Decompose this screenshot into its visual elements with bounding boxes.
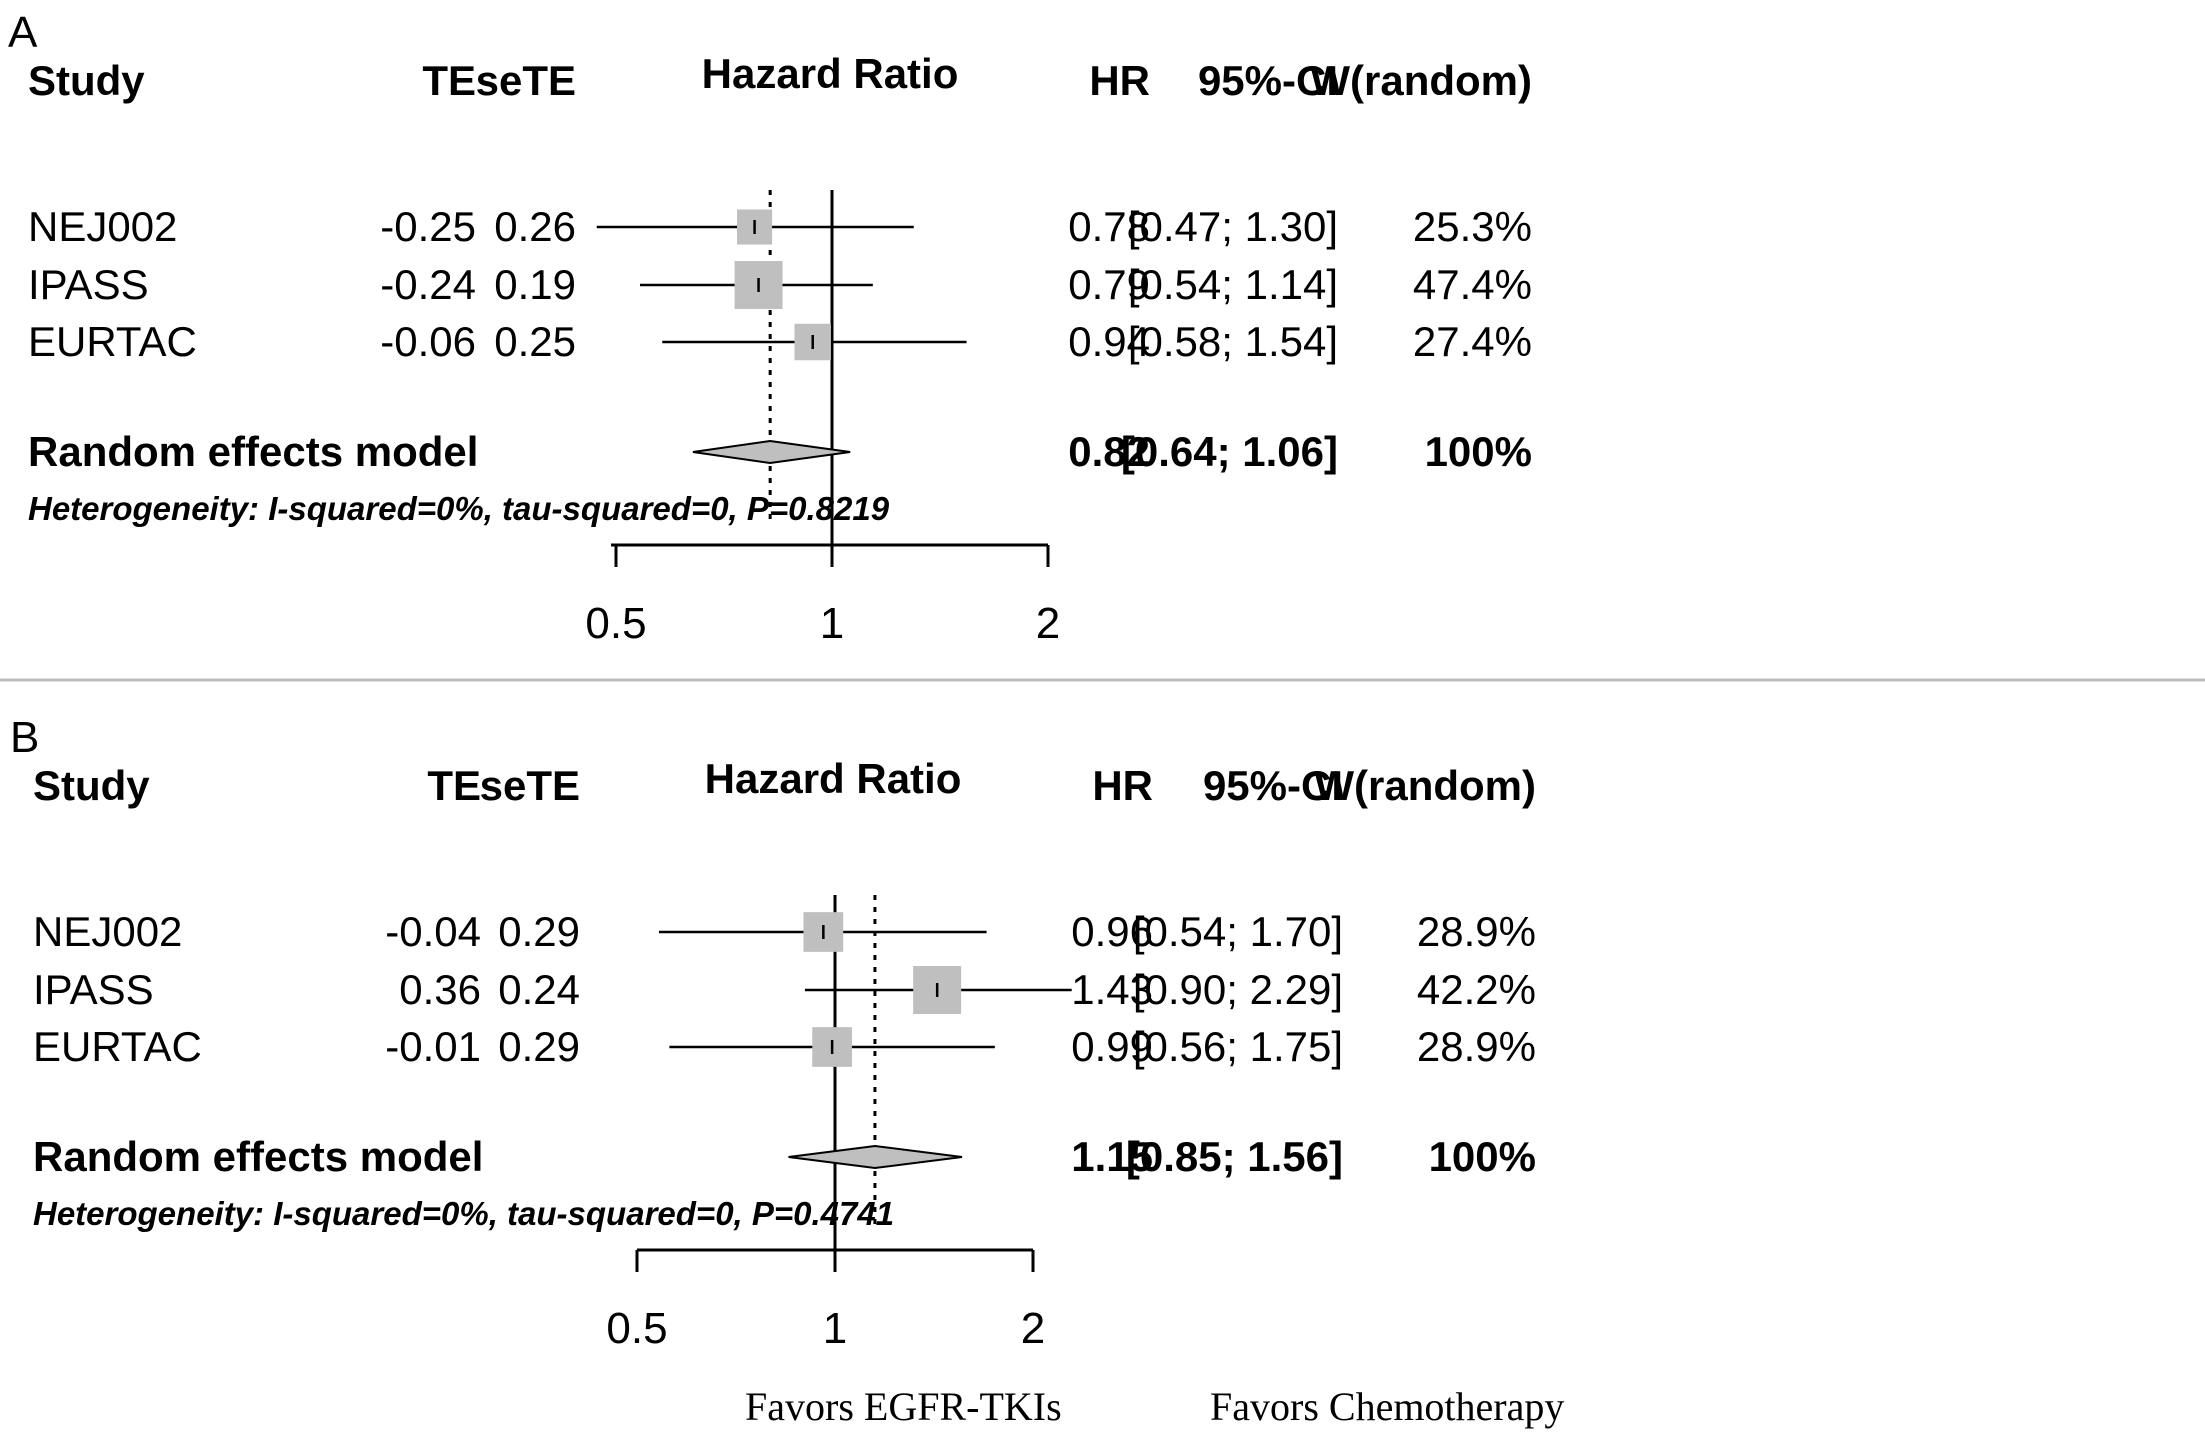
caption-favors-egfr-tkis: Favors EGFR-TKIs — [745, 1384, 1062, 1429]
x-tick-label: 0.5 — [606, 1304, 667, 1353]
study-hr: 0.94 — [1068, 318, 1150, 365]
study-sete: 0.19 — [494, 261, 576, 308]
summary-name: Random effects model — [33, 1133, 483, 1180]
header-study: Study — [33, 762, 150, 809]
x-tick-label: 2 — [1036, 599, 1060, 648]
summary-diamond — [788, 1144, 963, 1170]
study-name: EURTAC — [33, 1023, 202, 1070]
study-weight: 42.2% — [1417, 966, 1536, 1013]
x-tick-label: 1 — [820, 599, 844, 648]
study-te: 0.36 — [399, 966, 481, 1013]
study-te: -0.04 — [385, 908, 481, 955]
panel-label: B — [10, 713, 39, 762]
study-weight: 28.9% — [1417, 908, 1536, 955]
chart-title: Hazard Ratio — [702, 50, 959, 97]
study-name: IPASS — [28, 261, 149, 308]
study-sete: 0.26 — [494, 203, 576, 250]
study-ci: [0.90; 2.29] — [1133, 966, 1343, 1013]
heterogeneity-text: Heterogeneity: I-squared=0%, tau-squared… — [28, 490, 890, 527]
header-hr: HR — [1089, 57, 1150, 104]
study-hr: 0.99 — [1071, 1023, 1153, 1070]
heterogeneity-text: Heterogeneity: I-squared=0%, tau-squared… — [33, 1195, 894, 1232]
header-weight: W(random) — [1314, 762, 1536, 809]
study-weight: 25.3% — [1413, 203, 1532, 250]
study-hr: 1.43 — [1071, 966, 1153, 1013]
x-tick-label: 2 — [1021, 1304, 1045, 1353]
x-tick-label: 0.5 — [585, 599, 646, 648]
summary-hr: 1.15 — [1071, 1133, 1153, 1180]
study-weight: 27.4% — [1413, 318, 1532, 365]
study-ci: [0.56; 1.75] — [1133, 1023, 1343, 1070]
study-sete: 0.29 — [498, 1023, 580, 1070]
summary-weight: 100% — [1425, 428, 1532, 475]
study-ci: [0.54; 1.14] — [1128, 261, 1338, 308]
study-te: -0.25 — [380, 203, 476, 250]
header-sete: seTE — [476, 57, 576, 104]
study-sete: 0.29 — [498, 908, 580, 955]
study-weight: 28.9% — [1417, 1023, 1536, 1070]
study-ci: [0.58; 1.54] — [1128, 318, 1338, 365]
study-te: -0.01 — [385, 1023, 481, 1070]
study-hr: 0.78 — [1068, 203, 1150, 250]
study-ci: [0.54; 1.70] — [1133, 908, 1343, 955]
study-hr: 0.96 — [1071, 908, 1153, 955]
study-ci: [0.47; 1.30] — [1128, 203, 1338, 250]
panel-label: A — [8, 8, 38, 57]
summary-weight: 100% — [1429, 1133, 1536, 1180]
summary-hr: 0.82 — [1068, 428, 1150, 475]
study-weight: 47.4% — [1413, 261, 1532, 308]
study-te: -0.06 — [380, 318, 476, 365]
study-sete: 0.25 — [494, 318, 576, 365]
header-te: TE — [422, 57, 476, 104]
study-name: EURTAC — [28, 318, 197, 365]
study-sete: 0.24 — [498, 966, 580, 1013]
caption-favors-chemotherapy: Favors Chemotherapy — [1210, 1384, 1564, 1429]
x-tick-label: 1 — [823, 1304, 847, 1353]
summary-ci: [0.64; 1.06] — [1121, 428, 1338, 475]
study-name: NEJ002 — [33, 908, 182, 955]
header-study: Study — [28, 57, 145, 104]
header-ci: 95%-CI — [1203, 762, 1343, 809]
header-hr: HR — [1092, 762, 1153, 809]
study-name: NEJ002 — [28, 203, 177, 250]
study-hr: 0.79 — [1068, 261, 1150, 308]
study-te: -0.24 — [380, 261, 476, 308]
summary-ci: [0.85; 1.56] — [1126, 1133, 1343, 1180]
summary-diamond — [692, 439, 851, 465]
header-ci: 95%-CI — [1198, 57, 1338, 104]
header-te: TE — [427, 762, 481, 809]
chart-title: Hazard Ratio — [705, 755, 962, 802]
header-sete: seTE — [480, 762, 580, 809]
header-weight: W(random) — [1310, 57, 1532, 104]
summary-name: Random effects model — [28, 428, 478, 475]
study-name: IPASS — [33, 966, 154, 1013]
